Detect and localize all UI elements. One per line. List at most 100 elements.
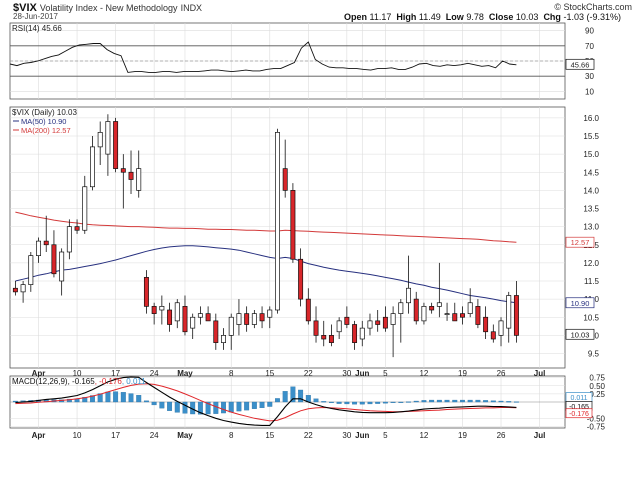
price-x-tick-label: Jun <box>355 369 369 378</box>
macd-histogram-bar <box>182 401 188 414</box>
macd-histogram-bar <box>213 401 219 414</box>
low-value: 9.78 <box>466 12 484 22</box>
macd-x-tick-label: Jun <box>355 431 369 440</box>
candle-body <box>352 324 358 343</box>
macd-histogram-bar <box>120 392 126 403</box>
candle-body <box>328 335 334 343</box>
price-tick-label: 15.0 <box>583 150 599 159</box>
price-tick-label: 15.5 <box>583 132 599 141</box>
price-value-label: 10.90 <box>571 299 590 308</box>
price-x-tick-label: 19 <box>458 369 467 378</box>
candle-body <box>467 302 473 314</box>
price-x-tick-label: 5 <box>383 369 388 378</box>
macd-histogram-bar <box>359 401 365 405</box>
candle-body <box>498 320 504 336</box>
macd-x-tick-label: Apr <box>32 431 46 440</box>
candle-body <box>375 320 381 325</box>
macd-histogram-bar <box>128 393 134 403</box>
high-label: High <box>396 12 417 22</box>
macd-histogram-bar <box>298 389 304 403</box>
candle-body <box>298 258 304 300</box>
macd-tick-label: -0.75 <box>587 422 606 431</box>
low-label: Low <box>445 12 464 22</box>
macd-value-box <box>565 408 593 419</box>
macd-x-tick-label: 5 <box>383 431 388 440</box>
macd-tick-label: 0.50 <box>589 382 605 391</box>
macd-histogram-bar <box>244 401 250 411</box>
macd-x-tick-label: 22 <box>304 431 313 440</box>
macd-x-tick-label: 8 <box>229 431 234 440</box>
price-x-tick-label: 30 <box>342 369 351 378</box>
candle-body <box>167 309 173 325</box>
candle-body <box>12 287 18 293</box>
candle-body <box>244 313 250 325</box>
macd-x-tick-label: 30 <box>342 431 351 440</box>
candle-body <box>359 327 365 340</box>
macd-x-tick-label: 17 <box>111 431 120 440</box>
macd-histogram-bar <box>367 401 373 405</box>
macd-legend: MACD(12,26,9), -0.165, -0.176, 0.011 <box>12 377 146 386</box>
macd-x-tick-label: Jul <box>534 431 546 440</box>
candle-body <box>436 302 442 307</box>
candle-body <box>174 302 180 322</box>
macd-histogram-bar <box>66 398 72 403</box>
candle-body <box>305 298 311 322</box>
candle-body <box>429 306 435 311</box>
macd-histogram-bar <box>352 401 358 405</box>
macd-value-label: -0.165 <box>569 404 589 411</box>
candle-body <box>251 313 257 325</box>
macd-histogram-bar <box>483 400 489 403</box>
price-tick-label: 11.5 <box>584 277 600 286</box>
macd-histogram-bar <box>406 401 411 403</box>
candle-body <box>452 313 458 322</box>
rsi-value-label: 45.66 <box>571 60 590 69</box>
candle-body <box>159 306 165 311</box>
price-x-tick-label: 26 <box>497 369 506 378</box>
rsi-value-box <box>565 58 595 70</box>
candle-body <box>120 168 126 173</box>
macd-histogram-bar <box>90 395 95 403</box>
macd-histogram-bar <box>197 401 203 415</box>
macd-histogram-bar <box>436 399 442 403</box>
symbol-title: $VIX Volatility Index - New Methodology … <box>13 2 202 14</box>
macd-x-tick-label: 10 <box>73 431 82 440</box>
price-tick-label: 9.5 <box>588 350 600 359</box>
price-x-tick-label: 10 <box>73 369 82 378</box>
candle-body <box>475 306 481 325</box>
high-value: 11.49 <box>418 12 441 22</box>
candle-body <box>390 313 396 325</box>
candle-body <box>490 331 496 340</box>
rsi-line <box>9 41 517 73</box>
price-value-box <box>565 328 595 340</box>
candle-body <box>382 316 388 329</box>
candle-body <box>182 306 188 333</box>
macd-histogram-bar <box>390 401 396 403</box>
macd-histogram-bar <box>506 401 512 403</box>
macd-histogram-bar <box>490 400 496 403</box>
candle-body <box>151 306 157 314</box>
candle-body <box>228 316 234 336</box>
candle-body <box>28 255 34 285</box>
rsi-tick-label: 10 <box>585 87 594 96</box>
macd-legend-part: , -0.176 <box>95 377 123 386</box>
macd-value-label: 0.011 <box>571 395 588 402</box>
price-x-tick-label: 8 <box>229 369 234 378</box>
candle-body <box>413 298 419 322</box>
macd-histogram-bar <box>413 400 419 403</box>
symbol: $VIX <box>13 2 37 14</box>
ohlc-readout: Open 11.17 High 11.49 Low 9.78 Close 10.… <box>344 12 621 22</box>
candle-body <box>398 302 404 314</box>
macd-histogram-bar <box>259 401 265 408</box>
macd-histogram-bar <box>328 401 334 403</box>
macd-x-tick-label: 24 <box>150 431 159 440</box>
macd-histogram-bar <box>398 401 404 403</box>
price-tick-label: 10.5 <box>583 313 599 322</box>
candle-body <box>321 335 327 340</box>
candle-body <box>97 132 103 148</box>
macd-x-tick-label: 26 <box>497 431 506 440</box>
candle-body <box>136 168 142 191</box>
candle-body <box>66 226 72 253</box>
macd-histogram-bar <box>267 401 273 407</box>
candle-body <box>421 306 427 322</box>
symbol-description: Volatility Index - New Methodology <box>39 3 178 13</box>
